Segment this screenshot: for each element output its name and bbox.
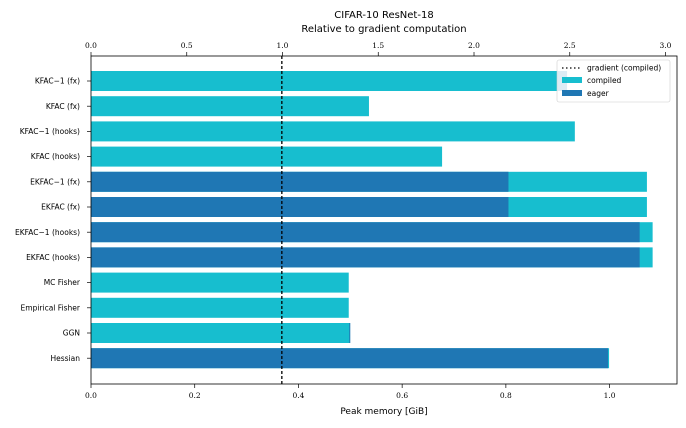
bar-compiled [91, 96, 369, 117]
bar-eager [91, 171, 509, 192]
x-tick-label: 0.8 [500, 391, 512, 400]
plot-frame [90, 55, 678, 385]
legend-eager-swatch [562, 90, 582, 96]
top-x-tick-label: 1.0 [277, 41, 289, 50]
y-tick-label: EKFAC (hooks) [26, 253, 80, 262]
y-tick-label: Empirical Fisher [21, 303, 81, 312]
legend-eager-label: eager [587, 89, 610, 98]
y-tick-label: KFAC (hooks) [31, 152, 80, 161]
bar-eager [91, 348, 609, 369]
bar-eager [91, 247, 640, 268]
bar-compiled [91, 146, 443, 167]
y-tick-label: GGN [63, 329, 80, 338]
legend: gradient (compiled) compiled eager [556, 59, 671, 103]
top-x-tick-label: 0.0 [85, 41, 97, 50]
legend-gradient-label: gradient (compiled) [587, 64, 661, 73]
bar-compiled [91, 121, 575, 142]
top-x-tick-label: 2.0 [468, 41, 480, 50]
y-tick-label: KFAC (fx) [46, 102, 80, 111]
bar-compiled [91, 323, 350, 343]
bar-eager [91, 197, 509, 217]
bar-compiled [91, 71, 558, 91]
y-tick-label: MC Fisher [44, 278, 81, 287]
x-tick-label: 0.0 [85, 391, 97, 400]
top-x-tick-label: 3.0 [660, 41, 672, 50]
bar-eager [91, 222, 640, 243]
y-tick-label: EKFAC−1 (fx) [30, 177, 80, 186]
y-tick-label: KFAC−1 (hooks) [20, 127, 80, 136]
chart-title: CIFAR-10 ResNet-18 [334, 10, 433, 21]
top-x-tick-label: 1.5 [372, 41, 384, 50]
bars [91, 71, 653, 369]
bar-compiled [91, 272, 349, 293]
bar-compiled [91, 297, 349, 318]
y-tick-label: KFAC−1 (fx) [35, 77, 80, 86]
y-tick-label: EKFAC−1 (hooks) [15, 228, 80, 237]
x-tick-label: 0.6 [396, 391, 408, 400]
legend-box [556, 59, 671, 103]
x-tick-label: 0.4 [292, 391, 304, 400]
chart-subtitle: Relative to gradient computation [301, 24, 466, 35]
x-tick-label: 0.2 [189, 391, 201, 400]
top-x-tick-label: 2.5 [564, 41, 576, 50]
x-axis-label: Peak memory [GiB] [340, 407, 427, 417]
y-tick-label: EKFAC (fx) [41, 203, 80, 212]
y-tick-label: Hessian [50, 354, 80, 363]
legend-compiled-label: compiled [587, 76, 622, 85]
top-x-tick-label: 0.5 [181, 41, 193, 50]
ticks: KFAC−1 (fx) KFAC (fx) KFAC−1 (hooks) KFAC (… [15, 41, 672, 400]
x-tick-label: 1.0 [604, 391, 616, 400]
legend-compiled-swatch [562, 77, 582, 83]
